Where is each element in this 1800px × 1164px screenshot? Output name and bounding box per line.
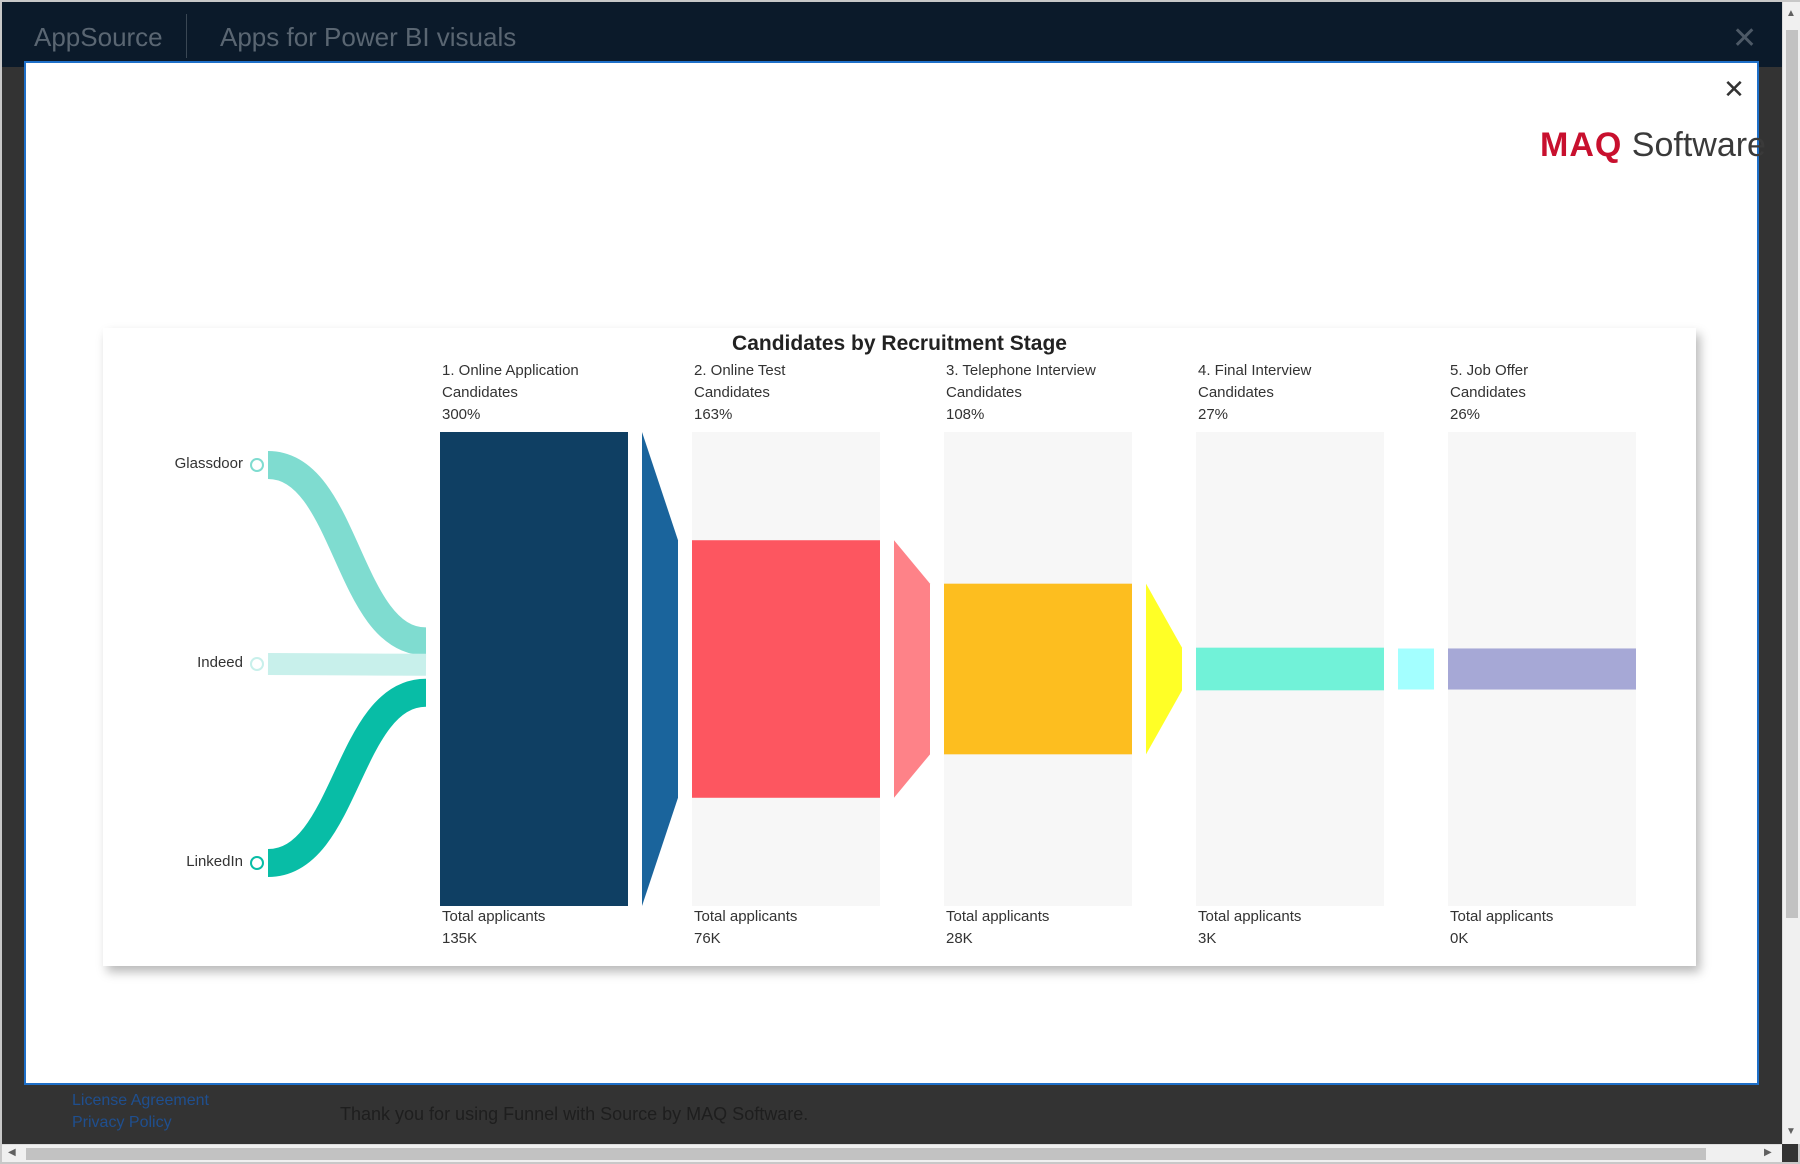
- stage-percent: 108%: [946, 406, 985, 423]
- horizontal-scrollbar[interactable]: ◀ ▶: [2, 1144, 1782, 1162]
- stage-percent: 300%: [442, 406, 481, 423]
- stage-header-2: 2. Online Test Candidates 163%: [694, 360, 894, 426]
- stage-header-3: 3. Telephone Interview Candidates 108%: [946, 360, 1146, 426]
- stage-measure: Candidates: [1198, 384, 1274, 401]
- privacy-policy-link[interactable]: Privacy Policy: [72, 1114, 172, 1131]
- breadcrumb[interactable]: Apps for Power BI visuals: [220, 22, 517, 52]
- stage-name: 5. Job Offer: [1450, 362, 1529, 379]
- stage-name: 2. Online Test: [694, 362, 786, 379]
- circle-icon: [250, 657, 264, 671]
- stage-name: 3. Telephone Interview: [946, 362, 1096, 379]
- modal-close-icon[interactable]: ✕: [1723, 73, 1745, 104]
- source-flow-linkedin: [266, 678, 428, 877]
- circle-icon: [250, 856, 264, 870]
- stage-total-label: Total applicants: [946, 908, 1050, 925]
- scroll-right-icon[interactable]: ▶: [1764, 1147, 1772, 1158]
- license-agreement-link[interactable]: License Agreement: [72, 1092, 209, 1109]
- scroll-up-icon[interactable]: ▲: [1786, 8, 1796, 19]
- stage-total-value: 0K: [1450, 930, 1469, 947]
- vertical-scroll-thumb[interactable]: [1786, 30, 1798, 918]
- stage-measure: Candidates: [1450, 384, 1526, 401]
- chart-title: Candidates by Recruitment Stage: [732, 332, 1067, 355]
- funnel-bar-stage-2: [692, 540, 880, 798]
- appsource-brand-link[interactable]: AppSource: [34, 22, 163, 52]
- stage-footer-2: Total applicants 76K: [694, 906, 894, 950]
- stage-percent: 26%: [1450, 406, 1481, 423]
- scroll-down-icon[interactable]: ▼: [1786, 1126, 1796, 1137]
- stage-header-4: 4. Final Interview Candidates 27%: [1198, 360, 1398, 426]
- stage-measure: Candidates: [694, 384, 770, 401]
- funnel-bar-stage-4: [1196, 647, 1384, 691]
- vertical-scrollbar[interactable]: ▲ ▼: [1782, 2, 1800, 1144]
- source-label-indeed: Indeed: [197, 654, 243, 671]
- stage-total-value: 3K: [1198, 930, 1217, 947]
- stage-total-label: Total applicants: [442, 908, 546, 925]
- logo-maq-text: MAQ: [1540, 126, 1623, 164]
- stage-header-5: 5. Job Offer Candidates 26%: [1450, 360, 1650, 426]
- source-flow-glassdoor: [266, 451, 428, 656]
- footer-message: Thank you for using Funnel with Source b…: [340, 1104, 809, 1124]
- visual-preview-modal: ✕ MAQ Software Candidates by Recruitment…: [24, 61, 1766, 1085]
- stage-name: 4. Final Interview: [1198, 362, 1312, 379]
- stage-footer-4: Total applicants 3K: [1198, 906, 1398, 950]
- stage-total-label: Total applicants: [1198, 908, 1302, 925]
- stage-measure: Candidates: [442, 384, 518, 401]
- scroll-left-icon[interactable]: ◀: [8, 1147, 16, 1158]
- close-icon[interactable]: ✕: [1732, 22, 1758, 55]
- funnel-bar-stage-3: [944, 583, 1132, 755]
- circle-icon: [250, 458, 264, 472]
- stage-header-1: 1. Online Application Candidates 300%: [442, 360, 642, 426]
- funnel-connector-2: [894, 540, 930, 798]
- funnel-chart-card: Candidates by Recruitment Stage Glassdoo…: [103, 328, 1696, 966]
- source-label-glassdoor: Glassdoor: [174, 455, 243, 472]
- stage-name: 1. Online Application: [442, 362, 579, 379]
- funnel-chart-svg: [250, 432, 1636, 906]
- horizontal-scroll-thumb[interactable]: [26, 1148, 1706, 1160]
- stage-measure: Candidates: [946, 384, 1022, 401]
- funnel-bar-stage-5: [1448, 648, 1636, 690]
- stage-footer-5: Total applicants 0K: [1450, 906, 1650, 950]
- stage-percent: 163%: [694, 406, 733, 423]
- maq-software-logo: MAQ Software: [1540, 125, 1766, 165]
- stage-total-label: Total applicants: [694, 908, 798, 925]
- stage-total-value: 76K: [694, 930, 721, 947]
- funnel-connector-4: [1398, 648, 1434, 690]
- source-label-linkedin: LinkedIn: [186, 853, 243, 870]
- stage-footer-1: Total applicants 135K: [442, 906, 642, 950]
- funnel-bar-stage-1: [440, 432, 628, 906]
- nav-separator: [186, 14, 187, 58]
- stage-percent: 27%: [1198, 406, 1229, 423]
- footer-links: License Agreement Privacy Policy: [72, 1090, 209, 1134]
- logo-software-text: Software: [1631, 126, 1766, 164]
- stage-total-value: 28K: [946, 930, 973, 947]
- stage-total-value: 135K: [442, 930, 478, 947]
- funnel-connector-1: [642, 432, 678, 906]
- funnel-connector-3: [1146, 583, 1182, 755]
- top-navigation-bar: AppSource Apps for Power BI visuals ✕: [2, 2, 1782, 67]
- source-flow-indeed: [267, 653, 427, 676]
- stage-footer-3: Total applicants 28K: [946, 906, 1146, 950]
- stage-total-label: Total applicants: [1450, 908, 1554, 925]
